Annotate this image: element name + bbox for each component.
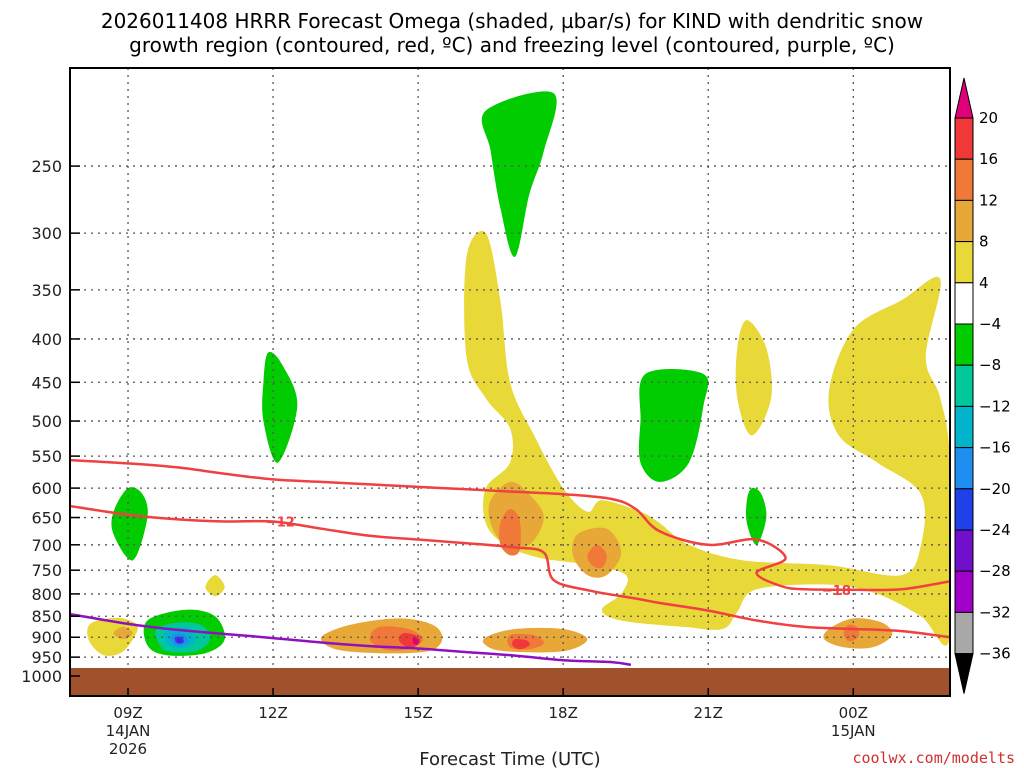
x-tick-label-15Z: 15Z xyxy=(403,704,432,722)
colorbar-min-arrow xyxy=(954,653,974,694)
y-tick-label-900: 900 xyxy=(31,628,62,647)
colorbar-label-8: 8 xyxy=(979,233,989,251)
y-tick-label-250: 250 xyxy=(31,157,62,176)
omega-region-19 xyxy=(262,351,298,463)
temperature-contours: −12 −18 xyxy=(70,458,950,667)
omega-region-20 xyxy=(111,487,148,561)
colorbar-segment-10 xyxy=(954,529,974,572)
colorbar-segment-4 xyxy=(954,282,974,325)
colorbar-label--32: −32 xyxy=(979,603,1011,621)
omega-region-28 xyxy=(177,638,182,643)
ground-surface xyxy=(70,668,950,696)
colorbar-label-16: 16 xyxy=(979,150,998,168)
colorbar-segment-5 xyxy=(954,323,974,366)
colorbar-label-20: 20 xyxy=(979,109,998,127)
omega-region-2 xyxy=(205,575,225,597)
colorbar-segment-2 xyxy=(954,199,974,243)
colorbar-label-4: 4 xyxy=(979,274,989,292)
colorbar-segment-12 xyxy=(954,611,974,655)
x-tick-label-00Z: 00Z xyxy=(839,704,868,722)
chart-title-line1: 2026011408 HRRR Forecast Omega (shaded, … xyxy=(101,9,923,33)
omega-region-21 xyxy=(638,369,709,482)
omega-region-22 xyxy=(745,487,767,545)
colorbar-max-arrow xyxy=(954,77,974,119)
colorbar-label--16: −16 xyxy=(979,439,1011,457)
colorbar-label--4: −4 xyxy=(979,315,1001,333)
colorbar-segment-8 xyxy=(954,447,974,490)
colorbar-segment-3 xyxy=(954,241,974,284)
omega-shaded-regions xyxy=(87,91,950,656)
colorbar-label-12: 12 xyxy=(979,191,998,209)
contour-label--12: −12 xyxy=(266,515,295,530)
colorbar-label--20: −20 xyxy=(979,480,1011,498)
contour-label--18: −18 xyxy=(822,584,851,599)
omega-region-18 xyxy=(481,91,557,258)
x-tick-label-21Z: 21Z xyxy=(694,704,723,722)
x-axis-title: Forecast Time (UTC) xyxy=(419,749,600,768)
y-tick-label-300: 300 xyxy=(31,224,62,243)
omega-region-11 xyxy=(587,544,607,569)
y-tick-label-450: 450 xyxy=(31,373,62,392)
y-tick-label-950: 950 xyxy=(31,648,62,667)
colorbar-segment-7 xyxy=(954,405,974,449)
colorbar-label--36: −36 xyxy=(979,645,1011,663)
chart-title-line2: growth region (contoured, red, ºC) and f… xyxy=(129,33,895,57)
omega-colorbar: 20 16 12 8 4 −4 −8 −12 −16 −20 −24 −28 −32 −36 xyxy=(954,77,1011,694)
x-tick-label-18Z: 18Z xyxy=(548,704,577,722)
x-date-label-15JAN: 15JAN xyxy=(831,722,876,740)
x-tick-label-12Z: 12Z xyxy=(258,704,287,722)
y-tick-label-500: 500 xyxy=(31,412,62,431)
dendritic-contour--12 xyxy=(70,504,950,639)
y-tick-label-850: 850 xyxy=(31,607,62,626)
dendritic-contour--18 xyxy=(70,458,950,592)
colorbar-segment-0 xyxy=(954,117,974,160)
colorbar-label--28: −28 xyxy=(979,562,1011,580)
colorbar-label--8: −8 xyxy=(979,356,1001,374)
x-tick-label-09Z: 09Z xyxy=(113,704,142,722)
omega-region-10 xyxy=(499,508,521,556)
omega-region-3 xyxy=(735,320,772,436)
omega-region-17 xyxy=(412,637,419,645)
y-tick-label-350: 350 xyxy=(31,281,62,300)
y-tick-label-600: 600 xyxy=(31,479,62,498)
colorbar-segment-9 xyxy=(954,488,974,531)
y-tick-label-650: 650 xyxy=(31,509,62,528)
colorbar-label--24: −24 xyxy=(979,521,1011,539)
y-tick-label-400: 400 xyxy=(31,330,62,349)
pressure-axis: 250 300 350 400 450 500 550 600 650 700 750 800 850 9… xyxy=(21,157,80,686)
colorbar-segment-11 xyxy=(954,570,974,613)
colorbar-segment-1 xyxy=(954,158,974,201)
colorbar-label--12: −12 xyxy=(979,397,1011,415)
y-tick-label-750: 750 xyxy=(31,561,62,580)
source-credit[interactable]: coolwx.com/modelts xyxy=(852,749,1015,767)
freezing-level-contour xyxy=(70,612,632,667)
y-tick-label-700: 700 xyxy=(31,536,62,555)
x-date-label-14JAN: 14JAN xyxy=(106,722,151,740)
colorbar-segment-6 xyxy=(954,364,974,407)
y-tick-label-1000: 1000 xyxy=(21,667,62,686)
y-tick-label-800: 800 xyxy=(31,585,62,604)
y-tick-label-550: 550 xyxy=(31,447,62,466)
omega-region-16 xyxy=(512,639,530,650)
x-year-label: 2026 xyxy=(109,740,147,758)
